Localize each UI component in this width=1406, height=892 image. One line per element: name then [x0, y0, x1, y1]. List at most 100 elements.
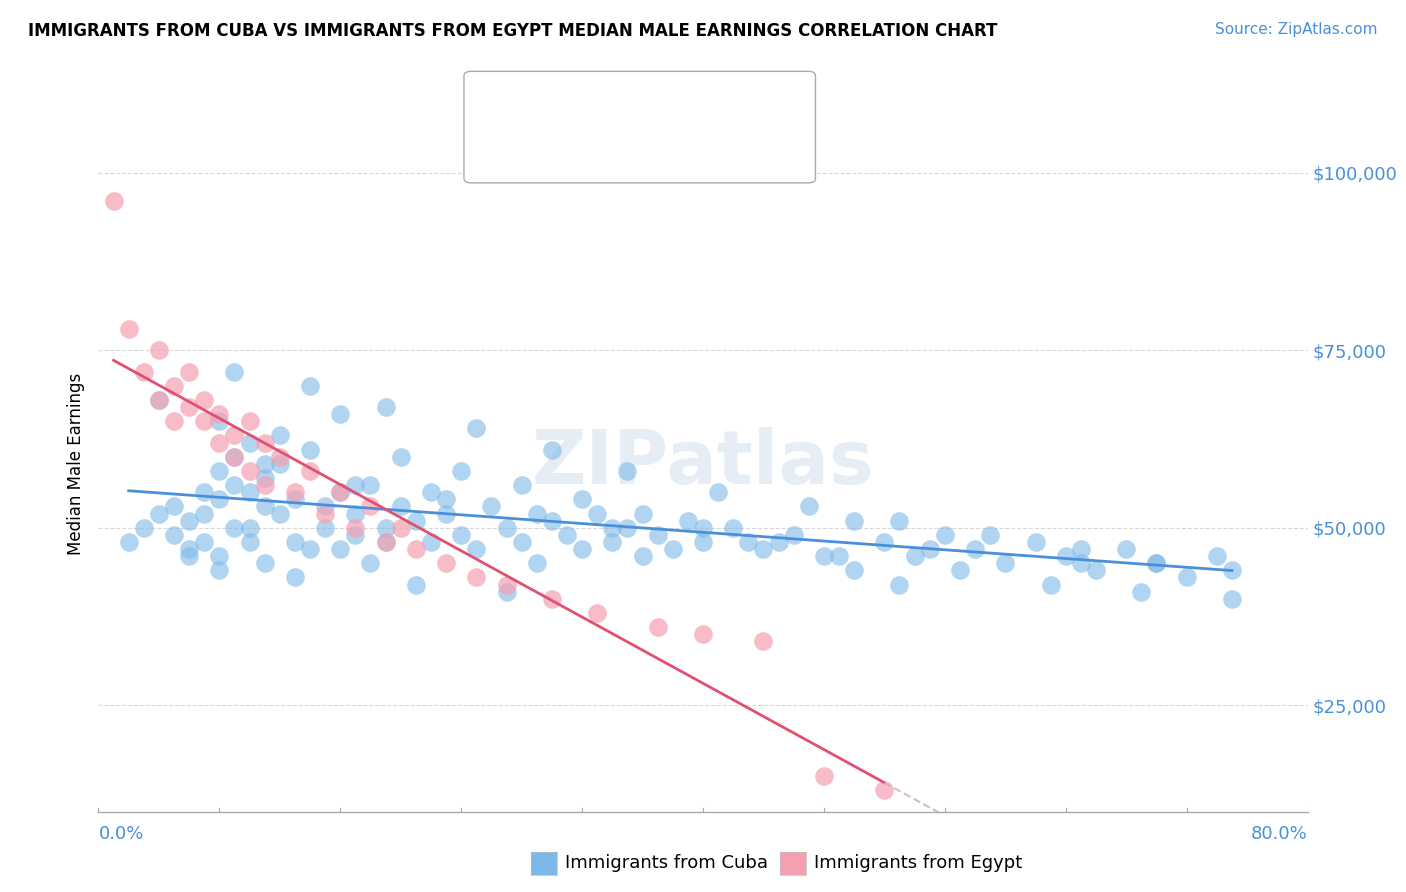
Text: 39: 39 — [696, 149, 721, 167]
Point — [253, 556, 276, 570]
Point — [299, 464, 322, 478]
Point — [495, 521, 517, 535]
Point — [253, 435, 276, 450]
Point — [374, 521, 396, 535]
Text: 80.0%: 80.0% — [1251, 825, 1308, 843]
Point — [813, 549, 835, 563]
Point — [118, 322, 141, 336]
Point — [571, 542, 593, 557]
Point — [979, 528, 1001, 542]
Point — [360, 478, 382, 492]
Point — [148, 343, 170, 358]
Point — [239, 435, 262, 450]
Point — [344, 521, 367, 535]
Point — [889, 577, 911, 591]
Point — [208, 414, 231, 428]
Point — [132, 521, 155, 535]
Point — [163, 378, 186, 392]
Point — [253, 471, 276, 485]
Point — [752, 634, 775, 648]
Point — [177, 365, 201, 379]
Point — [148, 392, 170, 407]
Point — [782, 528, 804, 542]
Point — [737, 535, 759, 549]
Point — [389, 450, 412, 464]
Point — [616, 521, 638, 535]
Point — [239, 464, 262, 478]
Point — [299, 378, 322, 392]
Text: -0.357: -0.357 — [578, 103, 643, 120]
Point — [284, 492, 307, 507]
Point — [419, 535, 441, 549]
Point — [495, 584, 517, 599]
Point — [360, 556, 382, 570]
Point — [284, 535, 307, 549]
Point — [314, 507, 336, 521]
Point — [1144, 556, 1167, 570]
Point — [526, 556, 548, 570]
Point — [224, 521, 246, 535]
Text: R =: R = — [524, 149, 564, 167]
Point — [631, 549, 654, 563]
Point — [405, 514, 427, 528]
Point — [889, 514, 911, 528]
Point — [344, 478, 367, 492]
Point — [661, 542, 683, 557]
Point — [965, 542, 987, 557]
Point — [752, 542, 775, 557]
Point — [269, 457, 291, 471]
Point — [450, 464, 472, 478]
Point — [1144, 556, 1167, 570]
Point — [208, 549, 231, 563]
Point — [208, 435, 231, 450]
Point — [828, 549, 851, 563]
Point — [813, 769, 835, 783]
Text: -0.368: -0.368 — [578, 149, 643, 167]
Text: Immigrants from Egypt: Immigrants from Egypt — [814, 854, 1022, 871]
Point — [844, 514, 866, 528]
Point — [118, 535, 141, 549]
Point — [540, 514, 562, 528]
Point — [374, 535, 396, 549]
Point — [994, 556, 1017, 570]
Text: IMMIGRANTS FROM CUBA VS IMMIGRANTS FROM EGYPT MEDIAN MALE EARNINGS CORRELATION C: IMMIGRANTS FROM CUBA VS IMMIGRANTS FROM … — [28, 22, 997, 40]
Point — [269, 428, 291, 442]
Point — [647, 620, 669, 634]
Point — [177, 542, 201, 557]
Point — [253, 500, 276, 514]
Point — [1085, 563, 1108, 577]
Point — [692, 627, 714, 641]
Text: R =: R = — [524, 103, 564, 120]
Point — [721, 521, 744, 535]
Point — [329, 485, 352, 500]
Point — [510, 535, 533, 549]
Point — [873, 535, 896, 549]
Point — [434, 492, 457, 507]
Point — [269, 507, 291, 521]
Point — [148, 507, 170, 521]
Point — [949, 563, 972, 577]
Point — [934, 528, 956, 542]
Point — [193, 392, 215, 407]
Text: Source: ZipAtlas.com: Source: ZipAtlas.com — [1215, 22, 1378, 37]
Point — [208, 407, 231, 421]
Point — [1024, 535, 1046, 549]
Point — [163, 528, 186, 542]
Point — [707, 485, 730, 500]
Point — [768, 535, 790, 549]
Text: 122: 122 — [696, 103, 734, 120]
Point — [602, 535, 624, 549]
Point — [239, 414, 262, 428]
Point — [616, 464, 638, 478]
Point — [904, 549, 927, 563]
Text: ZIPatlas: ZIPatlas — [531, 427, 875, 500]
Point — [676, 514, 699, 528]
Point — [253, 478, 276, 492]
Point — [1175, 570, 1198, 584]
Point — [555, 528, 578, 542]
Point — [208, 563, 231, 577]
Point — [1220, 591, 1243, 606]
Point — [844, 563, 866, 577]
Point — [299, 442, 322, 457]
Point — [132, 365, 155, 379]
